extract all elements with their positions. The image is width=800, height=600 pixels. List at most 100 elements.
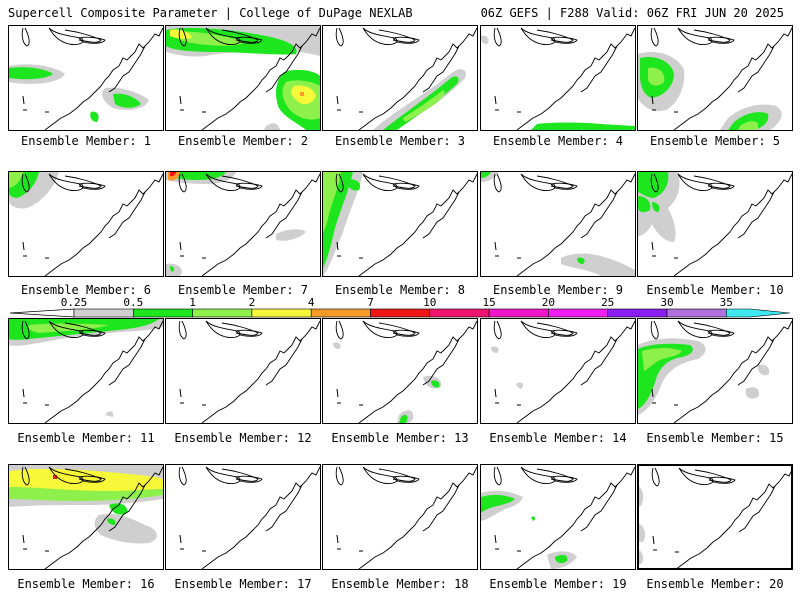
lakes-outline	[650, 27, 731, 47]
member-map-20[interactable]	[637, 464, 793, 570]
scp-contour-green	[531, 516, 536, 521]
lake-ontario-outline	[550, 329, 578, 337]
scp-contour-green	[90, 111, 99, 122]
map-canvas	[9, 319, 163, 423]
scp-contour-green	[399, 414, 408, 423]
colorbar-tick-label: 0.25	[60, 296, 88, 309]
lake-ontario-outline	[707, 36, 735, 44]
scp-contour-green	[481, 494, 515, 513]
coastline	[44, 27, 163, 130]
member-caption: Ensemble Member: 19	[489, 577, 627, 591]
lake-marker	[494, 388, 497, 398]
member-map-3[interactable]	[322, 25, 478, 131]
coastline	[201, 173, 320, 276]
scp-contour-gray	[639, 550, 644, 564]
coastline-inner	[108, 484, 146, 532]
colorbar-bar	[9, 308, 791, 318]
member-map-5[interactable]	[637, 25, 793, 131]
coastline	[516, 320, 635, 423]
map-canvas	[335, 466, 477, 569]
member-map-7[interactable]	[165, 171, 321, 277]
member-map-19[interactable]	[480, 464, 636, 570]
lakes-outline	[335, 27, 416, 47]
lakes-outline	[651, 467, 732, 487]
scp-contour-green	[728, 112, 769, 130]
coastline-inner	[265, 338, 303, 386]
map-canvas	[9, 172, 163, 276]
colorbar-bin	[133, 308, 193, 318]
colorbar-bin	[310, 308, 371, 318]
member-caption: Ensemble Member: 7	[177, 283, 309, 297]
map-canvas	[481, 172, 635, 276]
member-map-2[interactable]	[165, 25, 321, 131]
member-map-4[interactable]	[480, 25, 636, 131]
map-canvas	[178, 320, 320, 423]
member-caption: Ensemble Member: 8	[334, 283, 466, 297]
member-map-18[interactable]	[322, 464, 478, 570]
scp-contour-green	[531, 122, 635, 130]
scp-contour-gray	[373, 69, 467, 130]
lake-ontario-outline	[78, 36, 106, 44]
lakes-outline	[493, 466, 574, 486]
map-canvas	[491, 320, 635, 423]
coastline-inner	[580, 338, 618, 386]
scp-contour-gray	[94, 513, 157, 544]
coastline	[516, 27, 635, 130]
scp-contour-gray	[481, 35, 489, 44]
coastline-inner	[108, 338, 146, 386]
member-caption: Ensemble Member: 10	[646, 283, 784, 297]
map-canvas	[166, 26, 320, 130]
scp-contour-gray	[745, 387, 760, 399]
lake-marker	[336, 241, 339, 251]
lakes-outline	[21, 173, 102, 193]
member-map-6[interactable]	[8, 171, 164, 277]
lake-ontario-outline	[550, 36, 578, 44]
member-map-16[interactable]	[8, 464, 164, 570]
member-map-8[interactable]	[322, 171, 478, 277]
colorbar-bin	[488, 308, 549, 318]
coastline	[673, 173, 792, 276]
colorbar-low-arrow	[9, 308, 75, 318]
map-canvas	[9, 465, 163, 569]
scp-contour-green	[431, 380, 440, 388]
member-map-11[interactable]	[8, 318, 164, 424]
map-canvas	[166, 172, 320, 276]
member-map-13[interactable]	[322, 318, 478, 424]
scp-contour-green	[652, 202, 660, 212]
member-map-1[interactable]	[8, 25, 164, 131]
scp-contour-lightgreen	[648, 67, 665, 86]
map-canvas	[638, 27, 792, 130]
member-map-9[interactable]	[480, 171, 636, 277]
member-map-10[interactable]	[637, 171, 793, 277]
member-map-14[interactable]	[480, 318, 636, 424]
colorbar-bin	[251, 308, 312, 318]
lake-marker	[179, 534, 182, 544]
coastline-inner	[737, 338, 775, 386]
scp-contour-gray	[333, 342, 341, 349]
scp-contour-lightgreen	[738, 121, 758, 130]
member-map-17[interactable]	[165, 464, 321, 570]
scp-contour-gray	[639, 524, 646, 542]
lake-marker	[651, 388, 654, 398]
member-map-12[interactable]	[165, 318, 321, 424]
colorbar-tick-label: 15	[482, 296, 496, 309]
lake-marker	[336, 388, 339, 398]
lake-ontario-outline	[550, 182, 578, 190]
lake-ontario-outline	[392, 36, 420, 44]
coastline	[358, 173, 477, 276]
member-map-15[interactable]	[637, 318, 793, 424]
colorbar-bin	[429, 308, 490, 318]
lake-marker	[494, 95, 497, 105]
coastline-inner	[422, 191, 460, 239]
map-canvas	[481, 466, 635, 569]
scp-contour-yellow	[170, 29, 192, 39]
colorbar-tick-label: 20	[541, 296, 556, 309]
lakes-outline	[650, 320, 731, 340]
map-canvas	[638, 320, 792, 423]
member-caption: Ensemble Member: 15	[646, 431, 784, 445]
colorbar-tick-label: 25	[601, 296, 615, 309]
member-caption: Ensemble Member: 3	[334, 134, 466, 148]
lakes-outline	[335, 320, 416, 340]
coastline	[673, 320, 792, 423]
scp-contour-green	[638, 172, 669, 198]
